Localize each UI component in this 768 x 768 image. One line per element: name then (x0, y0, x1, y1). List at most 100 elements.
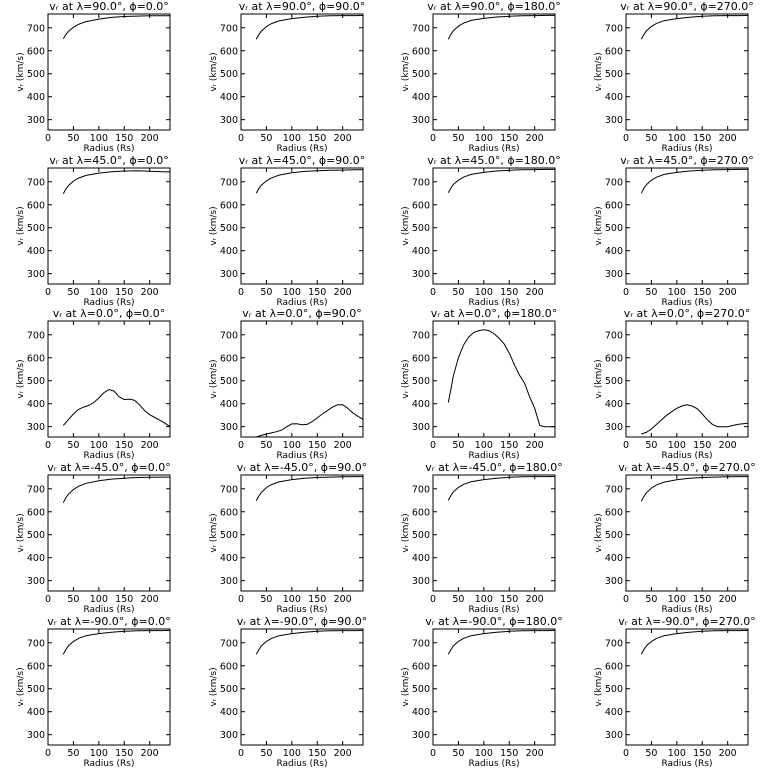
y-tick-label: 500 (220, 69, 238, 80)
x-tick-label: 150 (693, 748, 711, 759)
y-tick-label: 600 (412, 353, 430, 364)
y-tick-label: 600 (27, 200, 45, 211)
y-tick-label: 700 (27, 177, 45, 188)
y-tick-label: 400 (605, 553, 623, 564)
y-tick-label: 600 (412, 661, 430, 672)
plot-title: vᵣ at λ=45.0°, ϕ=270.0° (620, 154, 754, 167)
series-line (62, 388, 171, 428)
y-tick-label: 300 (220, 730, 238, 741)
y-axis-label: vᵣ (km/s) (16, 667, 26, 706)
plot-frame (47, 13, 171, 131)
x-tick-label: 150 (115, 440, 133, 451)
x-tick-label: 0 (623, 287, 629, 298)
y-axis-label: vᵣ (km/s) (16, 359, 26, 398)
y-tick-label: 400 (605, 399, 623, 410)
x-tick-label: 50 (260, 748, 272, 759)
x-tick-label: 200 (719, 133, 737, 144)
y-tick-label: 700 (412, 484, 430, 495)
y-tick-label: 400 (412, 246, 430, 257)
subplot-3: vᵣ at λ=90.0°, ϕ=180.0° 0 50 100 150 200 300 40… (401, 0, 561, 154)
x-tick-label: 100 (668, 748, 686, 759)
plot-title: vᵣ at λ=45.0°, ϕ=0.0° (49, 154, 169, 167)
x-tick-label: 100 (475, 133, 493, 144)
y-tick-label: 500 (605, 223, 623, 234)
y-tick-label: 500 (27, 376, 45, 387)
x-tick-label: 50 (67, 594, 79, 605)
x-tick-label: 150 (308, 748, 326, 759)
y-tick-label: 400 (605, 92, 623, 103)
x-tick-label: 100 (668, 287, 686, 298)
y-axis-label: vᵣ (km/s) (401, 667, 411, 706)
x-tick-label: 200 (719, 287, 737, 298)
plot-frame (240, 628, 364, 746)
series-line (62, 476, 170, 503)
y-tick-label: 700 (220, 177, 238, 188)
y-tick-label: 500 (412, 684, 430, 695)
x-tick-label: 50 (67, 440, 79, 451)
y-tick-label: 600 (27, 507, 45, 518)
y-tick-label: 500 (27, 69, 45, 80)
x-tick-label: 50 (452, 287, 464, 298)
y-axis-label: vᵣ (km/s) (401, 359, 411, 398)
subplot-7: vᵣ at λ=45.0°, ϕ=180.0° 0 50 100 150 200 300 40… (401, 154, 561, 308)
x-tick-label: 200 (334, 594, 352, 605)
x-axis-label: Radius (Rs) (661, 298, 712, 308)
y-tick-label: 400 (27, 707, 45, 718)
y-tick-label: 400 (220, 553, 238, 564)
plot-title: vᵣ at λ=90.0°, ϕ=90.0° (239, 0, 366, 13)
y-axis-label: vᵣ (km/s) (209, 513, 219, 552)
y-tick-label: 600 (27, 661, 45, 672)
subplot-17: vᵣ at λ=-90.0°, ϕ=0.0° 0 50 100 150 200 300 400… (16, 615, 171, 768)
x-tick-label: 200 (526, 133, 544, 144)
x-tick-label: 100 (283, 440, 301, 451)
x-tick-label: 200 (141, 287, 159, 298)
plot-title: vᵣ at λ=0.0°, ϕ=180.0° (431, 307, 558, 320)
y-tick-label: 300 (220, 422, 238, 433)
x-tick-label: 0 (238, 440, 244, 451)
x-tick-label: 200 (334, 133, 352, 144)
x-tick-label: 150 (693, 287, 711, 298)
series-line (255, 476, 363, 501)
y-tick-label: 300 (605, 269, 623, 280)
y-tick-label: 600 (412, 200, 430, 211)
subplot-5: vᵣ at λ=45.0°, ϕ=0.0° 0 50 100 150 200 300 400 5… (16, 154, 171, 308)
y-axis-label: vᵣ (km/s) (594, 206, 604, 245)
y-tick-label: 500 (27, 223, 45, 234)
x-tick-label: 50 (645, 748, 657, 759)
x-tick-label: 50 (645, 133, 657, 144)
x-tick-label: 150 (500, 133, 518, 144)
x-tick-label: 200 (719, 748, 737, 759)
x-tick-label: 200 (141, 748, 159, 759)
x-tick-label: 200 (526, 594, 544, 605)
y-tick-label: 300 (27, 422, 45, 433)
x-axis-label: Radius (Rs) (468, 144, 519, 154)
y-axis-label: vᵣ (km/s) (16, 206, 26, 245)
y-tick-label: 700 (605, 23, 623, 34)
y-tick-label: 400 (412, 707, 430, 718)
x-tick-label: 200 (141, 440, 159, 451)
x-tick-label: 50 (452, 748, 464, 759)
x-tick-label: 0 (238, 748, 244, 759)
y-tick-label: 500 (220, 684, 238, 695)
y-tick-label: 400 (27, 92, 45, 103)
x-tick-label: 150 (500, 748, 518, 759)
y-tick-label: 600 (27, 46, 45, 57)
x-tick-label: 200 (334, 748, 352, 759)
x-tick-label: 150 (693, 440, 711, 451)
y-tick-label: 600 (220, 661, 238, 672)
x-tick-label: 200 (719, 440, 737, 451)
x-tick-label: 150 (115, 748, 133, 759)
x-tick-label: 0 (45, 287, 51, 298)
subplot-18: vᵣ at λ=-90.0°, ϕ=90.0° 0 50 100 150 200 300 40… (209, 615, 367, 768)
y-axis-label: vᵣ (km/s) (594, 667, 604, 706)
x-axis-label: Radius (Rs) (83, 144, 134, 154)
y-axis-label: vᵣ (km/s) (209, 52, 219, 91)
x-tick-label: 100 (90, 133, 108, 144)
plot-frame (47, 320, 171, 438)
x-tick-label: 200 (141, 594, 159, 605)
y-tick-label: 400 (220, 399, 238, 410)
series-line (447, 168, 555, 194)
x-tick-label: 0 (45, 594, 51, 605)
y-axis-label: vᵣ (km/s) (401, 206, 411, 245)
x-tick-label: 100 (283, 287, 301, 298)
